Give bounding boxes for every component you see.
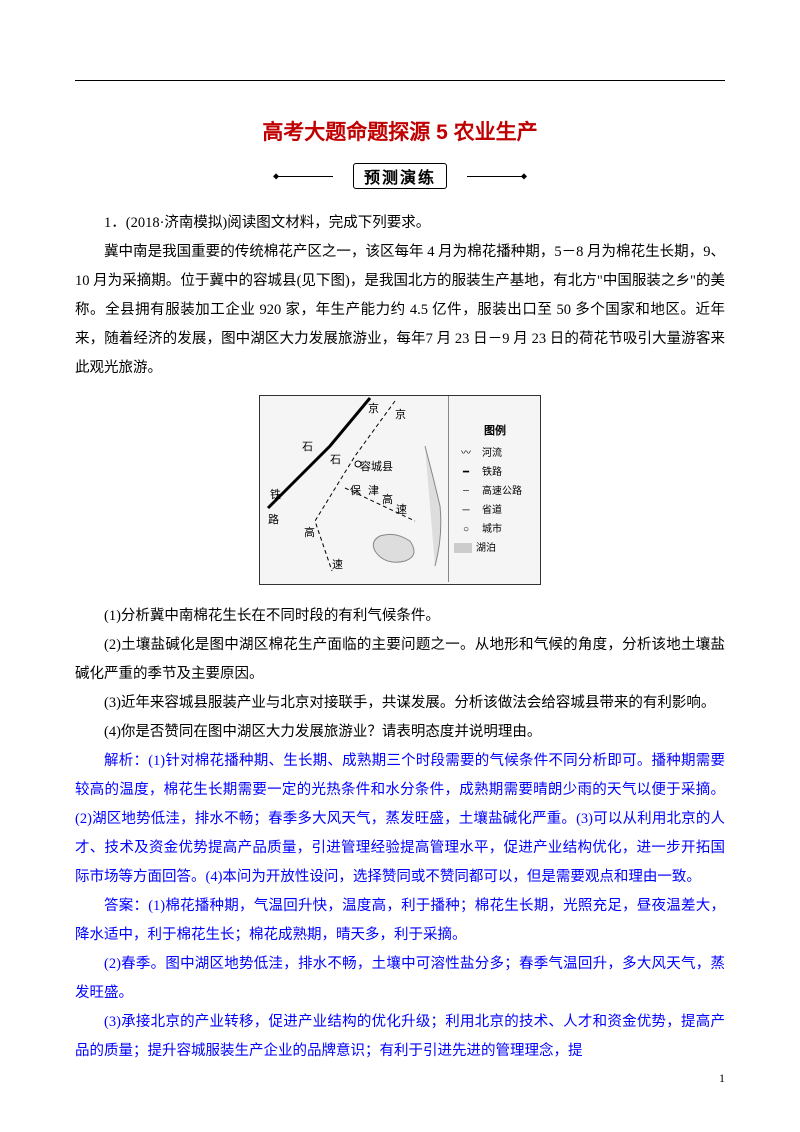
- water-shape: [425, 446, 441, 566]
- sub-question: (1)分析冀中南棉花生长在不同时段的有利气候条件。: [75, 602, 725, 631]
- provroad-icon: ─: [454, 501, 478, 520]
- map-image: 京 京 石 石 铁 路 高 速 容城县 保 津 高 速: [259, 395, 541, 585]
- answer: (3)承接北京的产业转移，促进产业结构的优化升级；利用北京的技术、人才和资金优势…: [75, 1008, 725, 1066]
- page-title: 高考大题命题探源 5 农业生产: [75, 116, 725, 146]
- answer: (2)春季。图中湖区地势低洼，排水不畅，土壤中可溶性盐分多；春季气温回升，多大风…: [75, 950, 725, 1008]
- legend-label: 省道: [482, 501, 502, 520]
- map-figure: 京 京 石 石 铁 路 高 速 容城县 保 津 高 速: [75, 395, 725, 590]
- answer: 答案：(1)棉花播种期，气温回升快，温度高，利于播种；棉花生长期，光照充足，昼夜…: [75, 892, 725, 950]
- highway-line2: [345, 488, 415, 521]
- legend-label: 湖泊: [476, 539, 496, 558]
- sub-question: (4)你是否赞同在图中湖区大力发展旅游业？请表明态度并说明理由。: [75, 718, 725, 747]
- legend-label: 铁路: [482, 463, 502, 482]
- subtitle: 预测演练: [353, 163, 447, 189]
- railway-line: [268, 398, 370, 508]
- sub-question: (3)近年来容城县服装产业与北京对接联手，共谋发展。分析该做法会给容城县带来的有…: [75, 689, 725, 718]
- river-icon: 〰: [454, 444, 478, 463]
- analysis: 解析：(1)针对棉花播种期、生长期、成熟期三个时段需要的气候条件不同分析即可。播…: [75, 747, 725, 892]
- material-para: 冀中南是我国重要的传统棉花产区之一，该区每年 4 月为棉花播种期，5－8 月为棉…: [75, 238, 725, 383]
- map-legend: 图例 〰河流 ━铁路 ┄高速公路 ─省道 ○城市 湖泊: [454, 421, 536, 558]
- legend-label: 河流: [482, 444, 502, 463]
- lake-icon: [454, 543, 472, 553]
- subtitle-wrap: 预测演练: [75, 161, 725, 191]
- legend-label: 城市: [482, 520, 502, 539]
- lake-shape: [373, 534, 414, 562]
- city-dot: [355, 461, 361, 467]
- city-icon: ○: [454, 520, 478, 539]
- page-number: 1: [719, 1071, 725, 1086]
- legend-label: 高速公路: [482, 482, 522, 501]
- question-stem: 1．(2018·济南模拟)阅读图文材料，完成下列要求。: [75, 209, 725, 238]
- highway-icon: ┄: [454, 482, 478, 501]
- legend-title: 图例: [454, 421, 536, 442]
- railway-icon: ━: [454, 463, 478, 482]
- sub-question: (2)土壤盐碱化是图中湖区棉花生产面临的主要问题之一。从地形和气候的角度，分析该…: [75, 631, 725, 689]
- top-rule: [75, 80, 725, 81]
